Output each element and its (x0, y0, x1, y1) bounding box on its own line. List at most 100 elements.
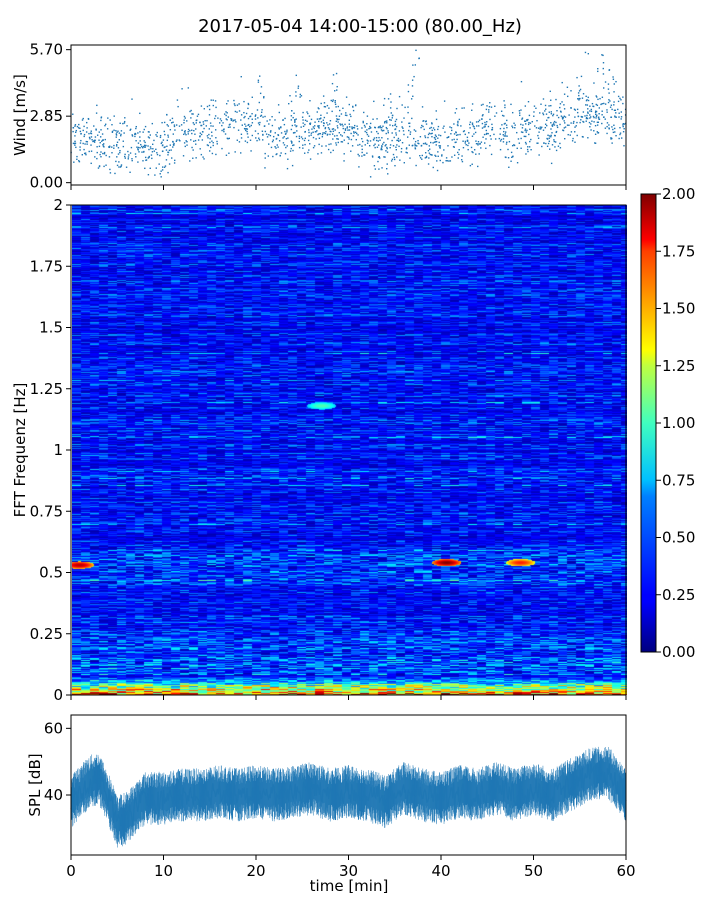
wind-point (461, 155, 463, 157)
wind-point (460, 125, 462, 127)
wind-point (143, 146, 146, 148)
wind-point (184, 132, 186, 134)
wind-point (175, 124, 178, 126)
wind-point (326, 122, 328, 124)
wind-point (88, 136, 91, 139)
wind-point (302, 119, 304, 121)
wind-point (546, 137, 548, 140)
wind-point (191, 146, 193, 149)
wind-point (485, 133, 488, 135)
wind-point (210, 99, 212, 101)
wind-point (555, 131, 557, 134)
wind-point (103, 143, 105, 145)
wind-point (586, 99, 588, 101)
wind-point (183, 142, 186, 144)
wind-point (205, 125, 208, 127)
wind-point (514, 127, 516, 129)
wind-point (504, 106, 506, 109)
wind-point (553, 124, 556, 126)
wind-point (260, 111, 263, 113)
wind-point (341, 123, 343, 126)
wind-point (520, 109, 522, 111)
wind-point (489, 135, 492, 137)
wind-point (528, 114, 531, 117)
wind-point (436, 169, 439, 172)
wind-point (81, 119, 84, 121)
wind-point (144, 167, 146, 170)
wind-point (192, 157, 194, 159)
wind-point (499, 148, 502, 151)
wind-point (338, 115, 341, 117)
wind-point (326, 112, 328, 114)
wind-point (547, 117, 549, 119)
wind-point (123, 132, 125, 134)
wind-point (123, 120, 126, 123)
wind-point (340, 124, 342, 126)
wind-point (317, 125, 319, 127)
wind-point (258, 101, 261, 104)
wind-point (113, 147, 115, 149)
wind-point (535, 127, 538, 129)
wind-point (568, 114, 570, 116)
wind-point (160, 142, 163, 145)
wind-point (336, 125, 339, 127)
wind-point (196, 115, 199, 117)
wind-point (308, 135, 310, 137)
wind-point (566, 86, 569, 89)
wind-point (622, 125, 624, 128)
wind-point (608, 124, 610, 126)
wind-point (395, 146, 397, 148)
wind-point (324, 106, 327, 108)
wind-point (234, 151, 236, 153)
wind-point (394, 124, 396, 127)
wind-point (379, 125, 382, 127)
wind-y-tick-label: 2.85 (30, 107, 63, 125)
wind-point (387, 138, 389, 140)
wind-point (186, 141, 188, 143)
wind-point (490, 153, 493, 156)
wind-point (521, 127, 524, 129)
wind-point (405, 147, 408, 149)
wind-point (103, 153, 106, 155)
wind-point (75, 146, 77, 149)
wind-point (125, 166, 128, 168)
wind-point (343, 139, 345, 141)
wind-point (313, 145, 316, 147)
wind-point (453, 123, 455, 125)
wind-point (302, 125, 305, 128)
wind-point (439, 159, 441, 162)
wind-point (447, 145, 449, 147)
wind-point (202, 156, 204, 158)
wind-point (83, 135, 85, 138)
wind-point (225, 103, 228, 105)
wind-point (86, 121, 88, 124)
wind-point (85, 153, 87, 156)
wind-point (201, 139, 204, 141)
wind-point (523, 135, 526, 138)
wind-point (367, 140, 369, 142)
wind-point (570, 131, 573, 133)
wind-point (499, 140, 502, 142)
wind-point (389, 144, 392, 146)
wind-point (433, 129, 436, 131)
wind-point (494, 105, 496, 107)
wind-point (592, 105, 595, 108)
wind-point (131, 135, 134, 137)
wind-point (373, 100, 375, 103)
wind-point (560, 115, 563, 117)
wind-point (178, 139, 180, 141)
wind-point (381, 145, 383, 147)
wind-point (331, 82, 334, 85)
wind-point (250, 124, 252, 127)
wind-point (564, 122, 566, 124)
wind-point (400, 151, 403, 153)
wind-point (620, 99, 622, 101)
wind-point (292, 116, 294, 119)
wind-point (518, 110, 521, 112)
time-x-tick-label: 10 (154, 862, 173, 880)
wind-point (298, 137, 301, 140)
wind-point (590, 110, 593, 113)
wind-point (613, 127, 616, 130)
wind-point (245, 128, 248, 130)
